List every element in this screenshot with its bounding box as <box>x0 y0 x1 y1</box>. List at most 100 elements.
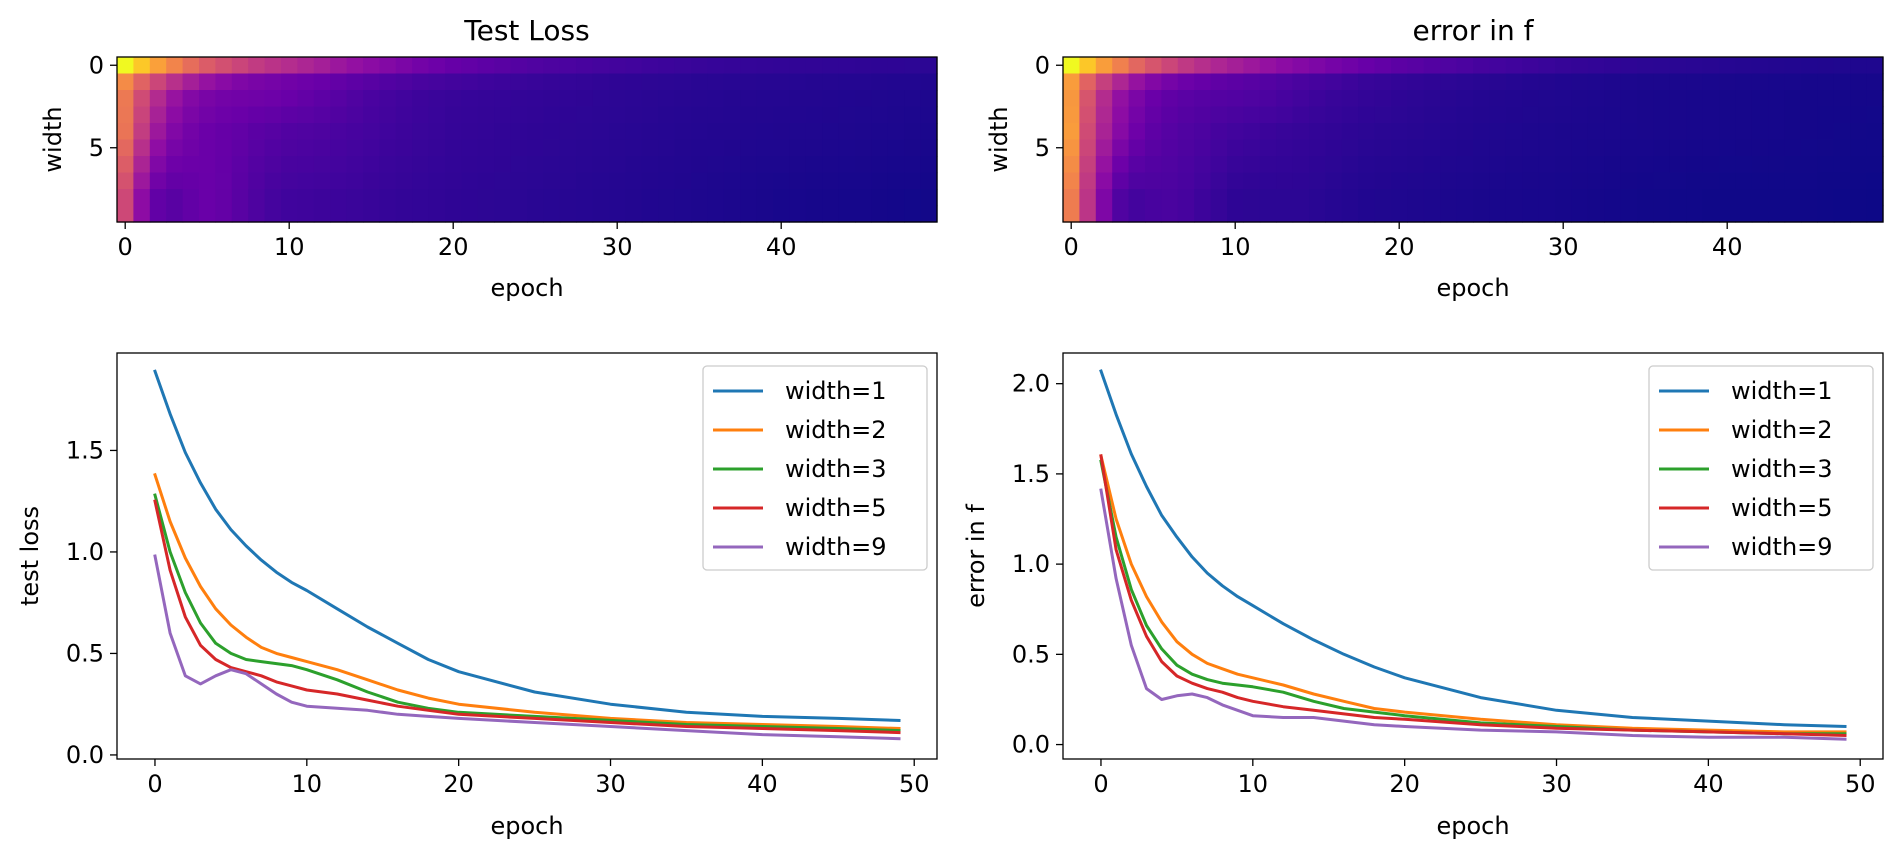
heatmap-cell <box>248 205 266 223</box>
heatmap-cell <box>773 139 790 157</box>
heatmap-cell <box>477 90 495 108</box>
heatmap-cell <box>1407 57 1425 75</box>
heatmap-cell <box>576 139 594 157</box>
heatmap-cell <box>313 90 331 108</box>
heatmap-cell <box>1637 189 1654 207</box>
heatmap-cell <box>740 172 758 190</box>
heatmap-cell <box>1423 139 1441 157</box>
heatmap-cell <box>1686 106 1704 124</box>
heatmap-cell <box>822 73 840 91</box>
heatmap-cell <box>576 123 594 141</box>
x-tick-label: 10 <box>1220 233 1251 261</box>
heatmap-cell <box>1063 123 1080 141</box>
heatmap-cell <box>756 123 774 141</box>
heatmap-cell <box>1587 156 1605 174</box>
heatmap-cell <box>559 205 577 223</box>
heatmap-cell <box>855 73 872 91</box>
heatmap-cell <box>1833 57 1851 75</box>
heatmap-cell <box>1505 189 1523 207</box>
heatmap-cell <box>773 123 790 141</box>
heatmap-cell <box>1309 123 1326 141</box>
heatmap-cell <box>166 205 184 223</box>
heatmap-cell <box>1292 123 1310 141</box>
heatmap-cell <box>1489 106 1507 124</box>
x-axis-label: epoch <box>490 274 563 302</box>
heatmap-cell <box>461 90 479 108</box>
heatmap-cell <box>412 57 430 75</box>
heatmap-cell <box>707 205 725 223</box>
heatmap-cell <box>1161 57 1179 75</box>
heatmap-cell <box>838 139 856 157</box>
heatmap-cell <box>1473 189 1490 207</box>
heatmap-cell <box>1194 172 1212 190</box>
heatmap-cell <box>330 123 348 141</box>
heatmap-cell <box>756 106 774 124</box>
heatmap-cell <box>117 73 134 91</box>
heatmap-cell <box>543 189 561 207</box>
heatmap-cell <box>658 205 676 223</box>
heatmap-cell <box>1571 57 1589 75</box>
heatmap-cell <box>1292 90 1310 108</box>
heatmap-cell <box>281 172 298 190</box>
heatmap-cell <box>658 106 676 124</box>
heatmap-cell <box>1227 205 1244 223</box>
heatmap-cell <box>1817 172 1835 190</box>
heatmap-cell <box>1522 57 1540 75</box>
heatmap-cell <box>1276 156 1294 174</box>
heatmap-cell <box>248 90 266 108</box>
series-line-width-3 <box>153 493 901 733</box>
heatmap-cell <box>1719 106 1736 124</box>
heatmap-cell <box>871 139 889 157</box>
heatmap-cell <box>1833 172 1851 190</box>
heatmap-cell <box>199 205 216 223</box>
heatmap-cell <box>592 172 610 190</box>
heatmap-cell <box>264 189 282 207</box>
heatmap-cell <box>215 156 233 174</box>
heatmap-cell <box>166 123 184 141</box>
heatmap-cell <box>1325 172 1343 190</box>
heatmap-cell <box>149 106 167 124</box>
heatmap-cell <box>1801 156 1818 174</box>
heatmap-cell <box>1604 189 1622 207</box>
heatmap-cell <box>346 172 364 190</box>
heatmap-cell <box>543 172 561 190</box>
y-tick-label: 0.0 <box>1012 731 1050 759</box>
heatmap-cell <box>215 106 233 124</box>
heatmap-cell <box>1751 189 1769 207</box>
heatmap-cell <box>1374 106 1392 124</box>
heatmap-cell <box>445 205 462 223</box>
heatmap-cell <box>1587 90 1605 108</box>
heatmap-cell <box>445 189 462 207</box>
heatmap-cell <box>1407 156 1425 174</box>
heatmap-cell <box>641 189 659 207</box>
heatmap-cell <box>1473 57 1490 75</box>
heatmap-cell <box>1751 123 1769 141</box>
heatmap-cell <box>510 156 528 174</box>
heatmap-cell <box>1161 156 1179 174</box>
heatmap-cell <box>609 73 626 91</box>
heatmap-cell <box>1145 57 1162 75</box>
heatmap-cell <box>1604 205 1622 223</box>
heatmap-cell <box>1587 106 1605 124</box>
heatmap-cell <box>477 106 495 124</box>
heatmap-1 <box>1063 57 1884 223</box>
heatmap-cell <box>1522 156 1540 174</box>
heatmap-cell <box>1177 123 1195 141</box>
heatmap-cell <box>1145 189 1162 207</box>
y-tick-label: 2.0 <box>1012 370 1050 398</box>
heatmap-cell <box>117 172 134 190</box>
heatmap-cell <box>1243 156 1261 174</box>
heatmap-cell <box>904 139 922 157</box>
heatmap-cell <box>1653 189 1671 207</box>
heatmap-cell <box>609 189 626 207</box>
heatmap-cell <box>887 73 905 91</box>
heatmap-cell <box>641 156 659 174</box>
heatmap-cell <box>1423 189 1441 207</box>
heatmap-cell <box>773 156 790 174</box>
heatmap-cell <box>477 189 495 207</box>
heatmap-cell <box>1555 73 1572 91</box>
heatmap-cell <box>756 139 774 157</box>
heatmap-cell <box>1850 172 1868 190</box>
heatmap-cell <box>428 73 446 91</box>
heatmap-cell <box>1292 73 1310 91</box>
